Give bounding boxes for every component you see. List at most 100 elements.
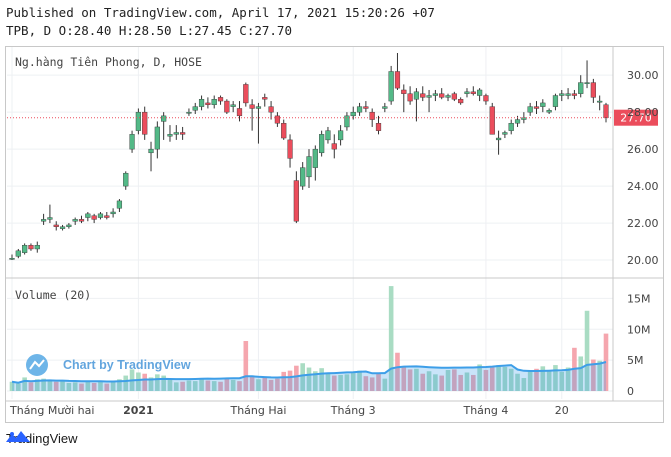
volume-bar: [433, 374, 438, 391]
candle-body: [40, 219, 47, 222]
volume-bar: [344, 374, 350, 391]
candle: [489, 102, 495, 135]
volume-bar: [142, 373, 148, 391]
candle: [502, 130, 508, 139]
candle: [9, 254, 15, 261]
last-price-badge: [614, 109, 658, 126]
candle-body: [274, 115, 281, 124]
candle: [59, 224, 66, 231]
candle-body: [224, 100, 230, 113]
candle: [369, 108, 375, 127]
candle-body: [154, 126, 160, 150]
volume-bar: [262, 377, 268, 391]
candle-body: [161, 115, 167, 122]
candle-body: [559, 93, 565, 96]
volume-bar: [338, 374, 343, 391]
volume-bar: [489, 367, 495, 391]
candle-body: [350, 111, 356, 117]
candle-body: [293, 180, 299, 222]
candle: [464, 88, 470, 98]
candle: [552, 93, 559, 111]
volume-bar: [445, 370, 451, 391]
candle-body: [268, 106, 274, 113]
candle-body: [9, 258, 15, 260]
volume-bar: [546, 370, 552, 391]
candle: [180, 126, 186, 140]
volume-tick-label: 5M: [627, 354, 644, 367]
candle: [356, 102, 363, 116]
candle-body: [91, 215, 97, 220]
volume-bar: [414, 368, 419, 391]
volume-bar: [584, 310, 590, 391]
candle-body: [552, 95, 559, 107]
candle: [584, 60, 590, 89]
candle-body: [458, 99, 464, 104]
candle: [432, 89, 438, 102]
candle-body: [369, 111, 375, 120]
candle: [66, 223, 72, 229]
volume-bar: [148, 377, 154, 391]
candle: [129, 130, 135, 153]
volume-tick-label: 0: [627, 385, 634, 398]
volume-bar: [205, 380, 211, 391]
price-tick-label: 30.00: [627, 69, 659, 82]
candle-body: [571, 93, 578, 96]
time-tick-label: Tháng Hai: [229, 404, 286, 417]
watermark-text: Chart by TradingView: [63, 358, 191, 372]
candle: [325, 126, 331, 144]
candle: [148, 141, 154, 172]
candle: [597, 95, 603, 111]
candle: [451, 91, 457, 102]
candle: [104, 211, 110, 220]
volume-bar: [211, 381, 217, 391]
volume-bar: [565, 367, 571, 391]
candle: [483, 93, 489, 105]
candle: [375, 115, 382, 135]
candle: [477, 88, 483, 102]
volume-bar: [483, 370, 489, 391]
volume-bar: [553, 365, 558, 391]
candle-body: [180, 132, 186, 135]
candle: [571, 89, 578, 100]
candle-body: [420, 93, 426, 98]
candle-body: [413, 91, 420, 100]
candle: [319, 130, 325, 157]
candle-body: [464, 91, 470, 94]
volume-bar: [306, 367, 312, 391]
candle-body: [66, 224, 72, 227]
candle-body: [211, 99, 217, 105]
candle-body: [53, 224, 59, 227]
candle: [217, 95, 224, 105]
candle-body: [388, 71, 394, 102]
tradingview-brand[interactable]: TradingView: [6, 429, 78, 447]
candle-body: [306, 156, 312, 178]
volume-bar: [559, 371, 565, 391]
volume-bar: [85, 380, 91, 391]
candle-body: [34, 245, 40, 250]
volume-bar: [34, 379, 40, 391]
volume-bar: [439, 375, 445, 391]
volume-bar: [268, 379, 274, 391]
candle: [243, 82, 249, 107]
candle: [382, 102, 388, 113]
candle: [527, 102, 533, 116]
candle: [167, 125, 173, 142]
candle-body: [426, 95, 432, 98]
volume-bar: [79, 383, 84, 391]
volume-bar: [53, 381, 59, 391]
candle: [154, 121, 160, 159]
candle: [40, 213, 47, 225]
candle-body: [142, 111, 148, 135]
volume-bar: [496, 365, 501, 391]
candle: [337, 125, 344, 146]
price-tick-label: 28.00: [627, 106, 659, 119]
candle: [34, 241, 40, 253]
candle: [78, 215, 85, 224]
candle-body: [394, 71, 401, 89]
volume-bar: [16, 383, 21, 391]
watermark-logo-mark: [29, 359, 45, 370]
candlestick-chart[interactable]: 27.70 30.00 28.00 26.00 24.00 22.00 20.00 15M 10…: [6, 47, 663, 422]
candle: [211, 95, 217, 109]
volume-bar: [470, 374, 476, 391]
volume-bar: [521, 378, 527, 391]
